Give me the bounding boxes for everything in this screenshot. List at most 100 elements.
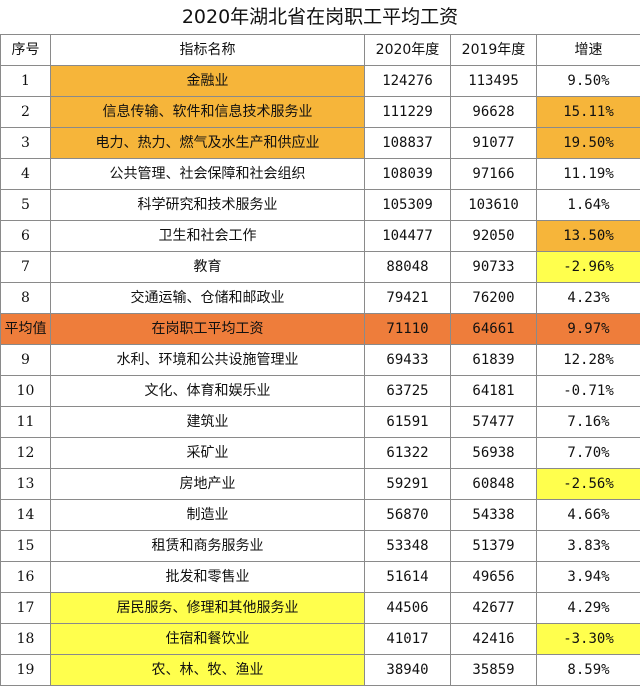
header-growth: 增速 [537, 35, 640, 66]
row-growth: 15.11% [537, 97, 640, 128]
row-indicator-name: 租赁和商务服务业 [51, 531, 365, 562]
row-indicator-name: 制造业 [51, 500, 365, 531]
row-growth: -2.96% [537, 252, 640, 283]
row-seq: 3 [1, 128, 51, 159]
row-growth: 4.23% [537, 283, 640, 314]
row-value-2019: 35859 [451, 655, 537, 686]
row-value-2019: 56938 [451, 438, 537, 469]
row-growth: 3.83% [537, 531, 640, 562]
row-growth: -3.30% [537, 624, 640, 655]
row-value-2019: 64181 [451, 376, 537, 407]
row-value-2020: 53348 [365, 531, 451, 562]
row-seq: 17 [1, 593, 51, 624]
row-seq: 13 [1, 469, 51, 500]
row-value-2019: 49656 [451, 562, 537, 593]
header-row: 序号 指标名称 2020年度 2019年度 增速 [1, 35, 640, 66]
row-value-2020: 44506 [365, 593, 451, 624]
row-seq: 18 [1, 624, 51, 655]
row-indicator-name: 居民服务、修理和其他服务业 [51, 593, 365, 624]
row-growth: 4.66% [537, 500, 640, 531]
row-value-2020: 124276 [365, 66, 451, 97]
row-indicator-name: 文化、体育和娱乐业 [51, 376, 365, 407]
row-indicator-name: 采矿业 [51, 438, 365, 469]
header-seq: 序号 [1, 35, 51, 66]
row-growth: 1.64% [537, 190, 640, 221]
header-year-2020: 2020年度 [365, 35, 451, 66]
row-value-2019: 51379 [451, 531, 537, 562]
row-seq: 9 [1, 345, 51, 376]
row-growth: 3.94% [537, 562, 640, 593]
row-seq: 平均值 [1, 314, 51, 345]
row-indicator-name: 科学研究和技术服务业 [51, 190, 365, 221]
row-value-2020: 63725 [365, 376, 451, 407]
header-indicator-name: 指标名称 [51, 35, 365, 66]
row-value-2020: 59291 [365, 469, 451, 500]
row-value-2019: 42677 [451, 593, 537, 624]
row-value-2020: 69433 [365, 345, 451, 376]
row-value-2020: 105309 [365, 190, 451, 221]
row-value-2019: 96628 [451, 97, 537, 128]
row-seq: 11 [1, 407, 51, 438]
row-growth: 7.16% [537, 407, 640, 438]
table-title: 2020年湖北省在岗职工平均工资 [0, 0, 640, 34]
row-seq: 15 [1, 531, 51, 562]
row-value-2020: 56870 [365, 500, 451, 531]
row-seq: 16 [1, 562, 51, 593]
row-value-2019: 42416 [451, 624, 537, 655]
row-seq: 4 [1, 159, 51, 190]
row-growth: 13.50% [537, 221, 640, 252]
row-growth: 9.50% [537, 66, 640, 97]
row-seq: 7 [1, 252, 51, 283]
row-value-2019: 76200 [451, 283, 537, 314]
row-value-2020: 88048 [365, 252, 451, 283]
row-value-2020: 79421 [365, 283, 451, 314]
row-value-2020: 111229 [365, 97, 451, 128]
row-seq: 2 [1, 97, 51, 128]
row-indicator-name: 金融业 [51, 66, 365, 97]
row-value-2020: 61591 [365, 407, 451, 438]
row-indicator-name: 农、林、牧、渔业 [51, 655, 365, 686]
row-value-2019: 61839 [451, 345, 537, 376]
header-year-2019: 2019年度 [451, 35, 537, 66]
row-value-2019: 113495 [451, 66, 537, 97]
row-indicator-name: 在岗职工平均工资 [51, 314, 365, 345]
row-seq: 10 [1, 376, 51, 407]
row-value-2020: 108039 [365, 159, 451, 190]
row-growth: 7.70% [537, 438, 640, 469]
row-growth: 8.59% [537, 655, 640, 686]
row-value-2020: 61322 [365, 438, 451, 469]
row-seq: 6 [1, 221, 51, 252]
row-growth: 4.29% [537, 593, 640, 624]
row-growth: 19.50% [537, 128, 640, 159]
row-growth: -0.71% [537, 376, 640, 407]
row-value-2020: 104477 [365, 221, 451, 252]
row-seq: 14 [1, 500, 51, 531]
row-value-2019: 91077 [451, 128, 537, 159]
row-growth: 9.97% [537, 314, 640, 345]
row-indicator-name: 交通运输、仓储和邮政业 [51, 283, 365, 314]
row-value-2020: 38940 [365, 655, 451, 686]
row-value-2019: 54338 [451, 500, 537, 531]
row-value-2019: 64661 [451, 314, 537, 345]
row-indicator-name: 信息传输、软件和信息技术服务业 [51, 97, 365, 128]
row-indicator-name: 水利、环境和公共设施管理业 [51, 345, 365, 376]
row-indicator-name: 批发和零售业 [51, 562, 365, 593]
row-indicator-name: 房地产业 [51, 469, 365, 500]
